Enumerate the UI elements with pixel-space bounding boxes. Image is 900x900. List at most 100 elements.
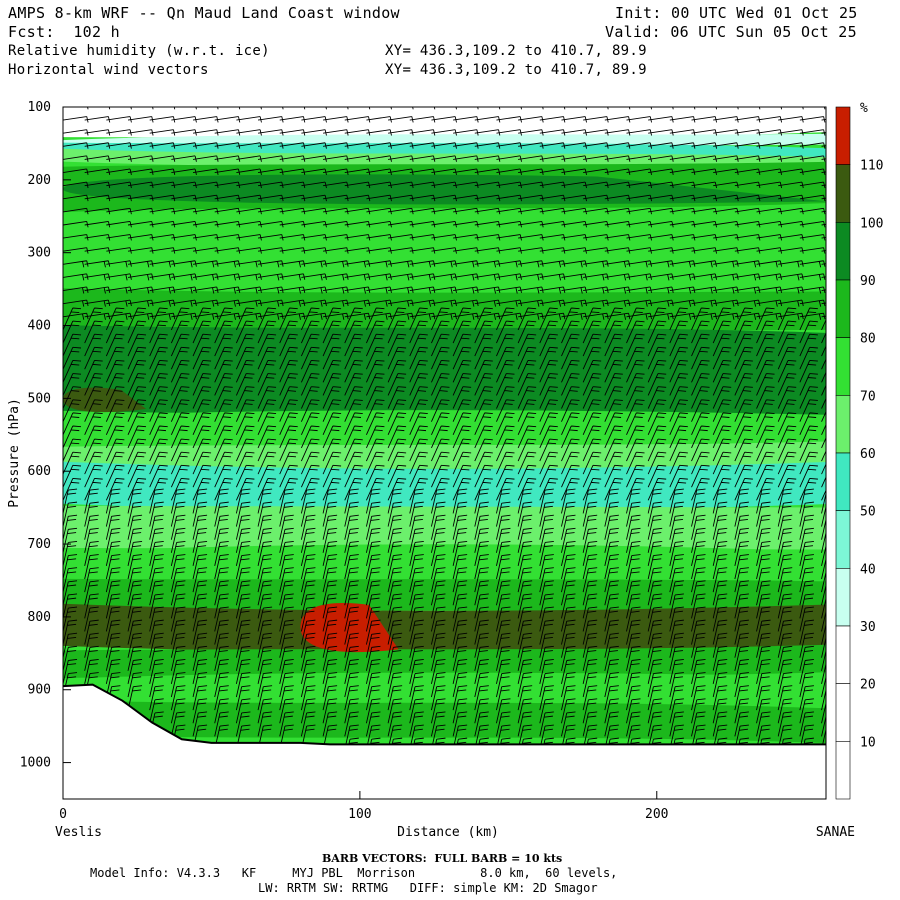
wind-barb [517,451,537,475]
wind-barb [279,359,298,383]
wind-barb [647,580,663,606]
wind-barb [821,449,826,462]
wind-barb [777,554,793,580]
wind-barb [344,645,359,671]
wind-barb [453,107,479,110]
wind-barb [149,659,164,685]
wind-barb [647,514,663,540]
wind-barb [170,425,190,449]
wind-barb [561,527,576,553]
wind-barb [799,514,814,540]
wind-barb [474,438,493,462]
wind-barb [387,373,407,396]
wind-barb [452,514,468,540]
wind-barb [409,685,424,711]
wind-barb [344,711,359,737]
wind-barb [647,477,667,501]
wind-barb [539,488,554,514]
wind-barb [777,477,797,501]
wind-barb [691,527,706,553]
wind-barb [149,346,168,370]
wind-barb [257,527,273,553]
wind-barb [539,659,554,685]
wind-barb [63,333,82,357]
wind-barb [84,593,99,619]
wind-barb [474,554,489,580]
wind-barb [344,501,359,527]
wind-barb [561,580,576,606]
wind-barb [387,645,403,671]
wind-barb [235,386,255,409]
wind-barb [669,320,688,344]
wind-barb [777,606,793,632]
wind-barb [539,346,558,370]
wind-barb [192,685,208,711]
barb-note: BARB VECTORS: FULL BARB = 10 kts [322,852,563,865]
wind-barb [149,645,164,671]
wind-barb [777,645,793,671]
wind-barb [235,399,255,422]
wind-barb [734,554,749,580]
wind-barb [300,412,320,435]
wind-barb [84,346,103,370]
wind-barb [474,606,489,632]
wind-barb [734,632,749,658]
wind-barb [257,425,277,449]
wind-barb [713,107,739,110]
wind-barb [777,373,797,396]
wind-barb [344,488,359,514]
wind-barb [756,464,775,488]
wind-barb [604,501,619,527]
wind-barb [604,320,623,344]
wind-barb [799,527,814,553]
wind-barb [63,359,82,383]
wind-barb [799,606,814,632]
wind-barb [257,698,273,724]
wind-barb [365,501,381,527]
wind-barb [127,412,147,435]
wind-barb [387,399,407,422]
wind-barb [192,333,212,357]
wind-barb [799,477,818,501]
wind-barb [366,320,385,344]
wind-barb [582,554,598,580]
wind-barb [582,593,598,619]
colorbar-swatch [835,395,851,454]
wind-barb [192,619,208,645]
wind-barb [170,346,190,370]
wind-barb [149,320,168,344]
wind-barb [430,711,446,737]
wind-barb [799,711,814,737]
wind-barb [63,412,82,435]
wind-barb [63,307,82,331]
wind-barb [539,606,554,632]
wind-barb [626,711,641,737]
wind-barb [149,399,168,422]
wind-barb [431,451,450,475]
wind-barb [322,477,342,501]
wind-barb [821,384,826,396]
wind-barb [279,554,294,580]
wind-barb [366,373,385,396]
wind-barb [430,698,446,724]
wind-barb [149,488,164,514]
wind-barb [561,488,576,514]
wind-barb [409,632,424,658]
wind-barb [626,438,645,462]
wind-barb [561,541,576,567]
wind-barb [452,477,472,501]
wind-barb [691,477,710,501]
wind-barb [474,659,489,685]
wind-barb [452,438,472,462]
wind-barb [734,672,749,698]
wind-barb [474,698,489,724]
wind-barb [431,477,450,501]
wind-barb [344,399,363,422]
wind-barb [279,438,298,462]
wind-barb [561,698,576,724]
wind-barb [63,346,82,370]
wind-barb [366,438,385,462]
wind-barb [105,580,121,606]
wind-barb [799,554,814,580]
wind-barb [235,425,255,449]
